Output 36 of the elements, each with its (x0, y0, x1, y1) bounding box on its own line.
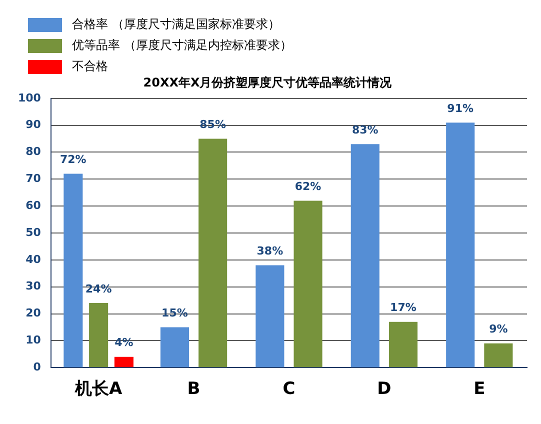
y-tick-label: 60 (26, 198, 42, 212)
bar (160, 327, 190, 368)
legend-label: 不合格 (72, 58, 108, 75)
x-tick-label: C (282, 379, 296, 400)
y-tick-label: 30 (26, 280, 42, 293)
legend-label: 合格率 （厚度尺寸满足国家标准要求） (72, 16, 280, 33)
bar (350, 144, 380, 368)
data-label: 38% (256, 244, 284, 258)
data-label: 72% (60, 153, 86, 166)
bar (446, 122, 475, 368)
x-tick-label: E (474, 379, 486, 400)
data-label: 83% (352, 124, 378, 137)
y-tick-label: 0 (33, 360, 42, 374)
y-tick-label: 40 (26, 252, 42, 266)
bar (388, 322, 418, 368)
y-tick-label: 100 (18, 91, 42, 104)
data-label: 62% (294, 180, 322, 194)
y-tick-label: 70 (26, 172, 42, 186)
bar (256, 265, 284, 368)
y-tick-label: 80 (26, 145, 42, 158)
legend-label: 优等品率 （厚度尺寸满足内控标准要求） (72, 37, 292, 54)
bar (114, 356, 134, 368)
y-tick-label: 50 (26, 226, 42, 239)
x-tick-label: D (377, 379, 392, 400)
y-tick-label: 20 (26, 306, 42, 320)
x-tick-label: B (187, 379, 200, 400)
bar (294, 200, 322, 368)
y-tick-label: 90 (26, 118, 42, 132)
x-tick-label: 机长A (74, 379, 123, 400)
data-label: 91% (447, 102, 474, 115)
chart-title: 20XX年X月份挤塑厚度尺寸优等品率统计情况 (143, 75, 393, 90)
bar (484, 343, 513, 368)
y-tick-label: 10 (26, 334, 42, 347)
data-label: 17% (390, 301, 416, 314)
data-label: 9% (489, 322, 508, 336)
bar (198, 138, 228, 368)
